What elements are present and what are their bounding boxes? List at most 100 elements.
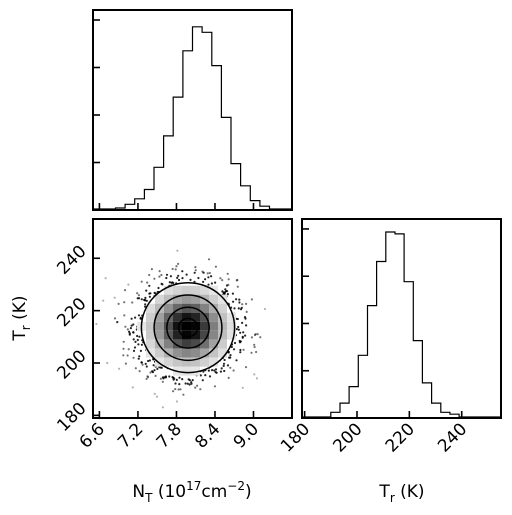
hist-t-x-tick-label: 220 bbox=[382, 419, 419, 456]
scatter-point bbox=[245, 310, 248, 313]
scatter-point bbox=[138, 335, 141, 338]
scatter-point bbox=[148, 292, 151, 295]
scatter-point bbox=[235, 279, 238, 282]
hist-t-panel: 180 200 220 240 bbox=[277, 218, 502, 456]
density-x-tick-labels: 6.6 7.2 7.8 8.4 9.0 bbox=[76, 419, 263, 452]
density-cell bbox=[227, 312, 236, 322]
density-y-tick-label: 220 bbox=[53, 294, 90, 331]
hist-t-steps bbox=[302, 231, 501, 418]
scatter-point bbox=[181, 378, 184, 381]
scatter-point bbox=[250, 298, 253, 301]
scatter-point bbox=[220, 367, 223, 370]
scatter-point bbox=[95, 322, 98, 326]
density-cell bbox=[164, 312, 173, 322]
scatter-point bbox=[237, 328, 240, 331]
scatter-point bbox=[233, 307, 236, 310]
scatter-point bbox=[194, 269, 197, 272]
scatter-point bbox=[140, 298, 143, 301]
density-cell bbox=[173, 312, 182, 322]
scatter-point bbox=[194, 266, 197, 269]
scatter-point bbox=[208, 271, 211, 275]
scatter-point bbox=[226, 272, 229, 275]
scatter-point bbox=[172, 281, 175, 285]
scatter-point bbox=[227, 376, 230, 379]
hist-n-ticks bbox=[93, 19, 255, 210]
density-cell bbox=[182, 303, 191, 313]
scatter-point bbox=[189, 278, 192, 281]
density-cell bbox=[200, 348, 209, 358]
scatter-point bbox=[240, 306, 243, 309]
scatter-point bbox=[127, 283, 130, 286]
density-cell bbox=[200, 357, 209, 367]
scatter-point bbox=[144, 296, 147, 299]
density-cell bbox=[191, 366, 200, 376]
scatter-point bbox=[158, 270, 161, 273]
density-cell bbox=[155, 321, 164, 331]
scatter-point bbox=[241, 336, 244, 339]
density-cell bbox=[218, 294, 227, 304]
density-x-tick-label: 6.6 bbox=[76, 419, 109, 452]
scatter-point bbox=[141, 363, 144, 366]
scatter-point bbox=[239, 351, 242, 354]
density-cell bbox=[146, 330, 155, 340]
scatter-point bbox=[222, 362, 226, 365]
density-cell bbox=[173, 303, 182, 313]
scatter-point bbox=[143, 298, 146, 302]
scatter-point bbox=[222, 364, 225, 367]
scatter-point bbox=[214, 368, 218, 371]
density-cell bbox=[191, 348, 200, 358]
density-cell bbox=[200, 312, 209, 322]
scatter-point bbox=[144, 303, 147, 306]
scatter-point bbox=[194, 386, 197, 389]
scatter-point bbox=[144, 362, 147, 365]
scatter-point bbox=[104, 277, 107, 280]
scatter-point bbox=[239, 348, 242, 352]
scatter-point bbox=[191, 379, 194, 382]
scatter-point bbox=[122, 354, 125, 357]
scatter-point bbox=[226, 293, 229, 296]
scatter-point bbox=[177, 278, 181, 282]
scatter-point bbox=[213, 385, 217, 388]
scatter-point bbox=[136, 338, 139, 342]
scatter-point bbox=[232, 300, 235, 303]
density-cell bbox=[182, 294, 191, 304]
scatter-point bbox=[132, 356, 135, 359]
density-cell bbox=[218, 330, 227, 340]
scatter-point bbox=[235, 359, 238, 362]
scatter-point bbox=[149, 371, 152, 374]
hist-t-x-tick-label: 240 bbox=[434, 419, 471, 456]
scatter-point bbox=[161, 283, 164, 286]
scatter-point bbox=[228, 356, 231, 359]
scatter-point bbox=[155, 395, 159, 398]
scatter-point bbox=[242, 348, 245, 351]
density-cell bbox=[155, 348, 164, 358]
hist-t-x-tick-labels: 180 200 220 240 bbox=[277, 419, 471, 456]
density-cell bbox=[209, 348, 218, 358]
scatter-point bbox=[199, 388, 202, 391]
scatter-point bbox=[238, 298, 241, 301]
scatter-point bbox=[162, 377, 165, 380]
scatter-point bbox=[168, 281, 171, 284]
scatter-point bbox=[207, 369, 210, 372]
scatter-point bbox=[190, 381, 193, 384]
hist-t-x-tick-label: 200 bbox=[329, 419, 366, 456]
density-cell bbox=[182, 312, 191, 322]
scatter-point bbox=[154, 374, 157, 377]
scatter-point bbox=[206, 272, 209, 275]
scatter-point bbox=[122, 347, 125, 350]
scatter-point bbox=[148, 295, 151, 298]
density-cell bbox=[200, 321, 209, 331]
density-cell bbox=[218, 303, 227, 313]
scatter-point bbox=[146, 281, 149, 284]
density-cell bbox=[209, 339, 218, 349]
scatter-point bbox=[150, 268, 153, 271]
scatter-point bbox=[219, 277, 222, 280]
scatter-point bbox=[174, 268, 177, 271]
scatter-point bbox=[239, 331, 242, 334]
density-cell bbox=[155, 303, 164, 313]
density-cell bbox=[164, 285, 173, 295]
scatter-point bbox=[255, 350, 258, 354]
scatter-point bbox=[106, 361, 109, 365]
scatter-point bbox=[221, 290, 224, 293]
